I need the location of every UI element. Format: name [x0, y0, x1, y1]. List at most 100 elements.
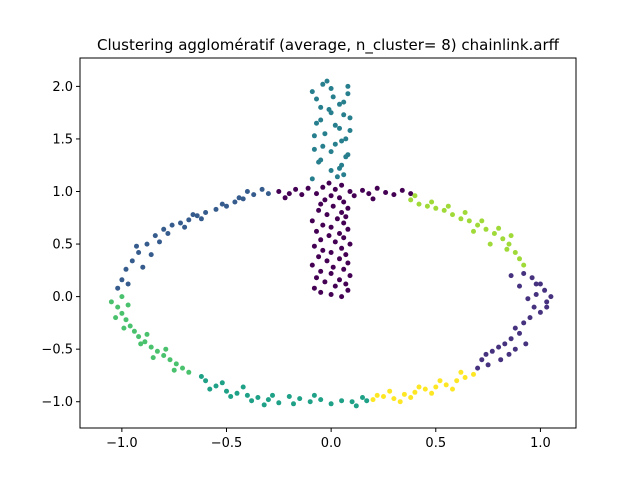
data-point-cluster-7	[433, 384, 439, 390]
data-point-cluster-7	[412, 389, 418, 395]
data-point-cluster-0	[366, 191, 372, 197]
data-point-cluster-0	[345, 205, 351, 211]
data-point-cluster-0	[314, 228, 319, 234]
data-point-cluster-3	[309, 176, 315, 182]
data-point-cluster-0	[332, 283, 338, 289]
data-point-cluster-3	[328, 168, 334, 173]
data-point-cluster-0	[318, 289, 324, 295]
data-point-cluster-2	[152, 233, 158, 239]
data-point-cluster-4	[213, 383, 219, 389]
data-point-cluster-0	[311, 285, 317, 291]
data-point-cluster-1	[537, 309, 543, 315]
data-point-cluster-1	[521, 320, 527, 326]
data-point-cluster-2	[115, 285, 121, 291]
x-tick-label: −1.0	[106, 436, 138, 451]
data-point-cluster-0	[320, 222, 326, 228]
data-point-cluster-7	[450, 386, 455, 392]
data-point-cluster-2	[213, 206, 219, 212]
data-point-cluster-5	[167, 357, 173, 363]
data-point-cluster-2	[182, 224, 188, 230]
data-point-cluster-5	[121, 325, 127, 331]
data-point-cluster-2	[136, 250, 142, 255]
data-point-cluster-0	[326, 180, 332, 186]
data-point-cluster-0	[328, 193, 334, 199]
data-point-cluster-1	[517, 283, 522, 289]
data-point-cluster-1	[517, 330, 522, 336]
data-point-cluster-0	[318, 201, 324, 207]
data-point-cluster-0	[314, 275, 319, 281]
data-point-cluster-0	[318, 237, 324, 243]
data-point-cluster-6	[506, 241, 512, 247]
data-point-cluster-1	[544, 304, 550, 310]
data-point-cluster-7	[454, 378, 460, 384]
data-point-cluster-2	[169, 222, 175, 228]
data-point-cluster-6	[487, 241, 493, 247]
data-point-cluster-5	[150, 355, 156, 361]
data-point-cluster-2	[129, 258, 135, 264]
data-point-cluster-3	[341, 172, 347, 178]
data-point-cluster-1	[529, 275, 535, 281]
data-point-cluster-6	[450, 212, 455, 218]
data-point-cluster-0	[316, 207, 322, 213]
data-point-cluster-0	[374, 185, 380, 191]
data-point-cluster-1	[525, 296, 531, 302]
data-point-cluster-1	[483, 351, 489, 357]
data-point-cluster-5	[161, 353, 167, 358]
data-point-cluster-0	[328, 271, 334, 276]
data-point-cluster-6	[462, 210, 468, 215]
data-point-cluster-0	[320, 247, 326, 253]
data-point-cluster-0	[328, 250, 334, 255]
data-point-cluster-6	[500, 236, 506, 242]
data-point-cluster-5	[125, 302, 131, 308]
data-point-cluster-4	[265, 397, 271, 403]
data-point-cluster-3	[345, 83, 351, 89]
data-point-cluster-0	[360, 187, 365, 193]
data-point-cluster-1	[537, 281, 543, 287]
data-point-cluster-0	[343, 281, 349, 287]
data-point-cluster-0	[341, 220, 347, 226]
data-point-cluster-4	[203, 378, 209, 384]
data-point-cluster-1	[506, 351, 512, 357]
data-point-cluster-6	[471, 228, 476, 234]
data-point-cluster-6	[508, 233, 514, 239]
data-point-cluster-0	[316, 254, 322, 260]
data-point-cluster-3	[320, 143, 326, 149]
data-point-cluster-0	[328, 224, 334, 230]
data-point-cluster-6	[424, 203, 430, 209]
data-point-cluster-0	[345, 287, 351, 293]
data-point-cluster-0	[328, 292, 334, 297]
data-point-cluster-0	[339, 210, 345, 215]
data-point-cluster-4	[270, 392, 275, 398]
data-point-cluster-5	[171, 367, 177, 373]
data-point-cluster-1	[542, 287, 548, 293]
data-point-cluster-7	[397, 399, 403, 405]
data-point-cluster-4	[353, 403, 359, 409]
data-point-cluster-3	[330, 94, 336, 100]
data-point-cluster-3	[328, 149, 334, 155]
data-point-cluster-7	[437, 378, 443, 384]
data-point-cluster-4	[307, 399, 313, 405]
data-point-cluster-3	[322, 131, 328, 137]
data-point-cluster-7	[443, 382, 449, 388]
y-tick-label: −0.5	[41, 343, 73, 358]
data-point-cluster-3	[332, 122, 338, 128]
data-point-cluster-2	[265, 191, 271, 197]
data-point-cluster-5	[173, 361, 179, 367]
data-point-cluster-4	[364, 398, 370, 404]
data-point-cluster-2	[148, 252, 154, 258]
data-point-cluster-0	[320, 184, 326, 190]
data-point-cluster-4	[244, 392, 250, 398]
data-point-cluster-3	[345, 91, 351, 97]
data-point-cluster-5	[138, 341, 144, 347]
data-point-cluster-0	[347, 273, 353, 279]
data-point-cluster-0	[305, 185, 311, 191]
data-point-cluster-2	[144, 241, 150, 247]
data-point-cluster-4	[339, 398, 345, 404]
data-point-cluster-0	[311, 243, 317, 249]
data-point-cluster-7	[401, 391, 407, 397]
data-point-cluster-2	[251, 192, 257, 198]
data-point-cluster-2	[236, 195, 242, 201]
data-point-cluster-0	[309, 262, 315, 268]
data-point-cluster-1	[544, 299, 550, 305]
data-point-cluster-4	[234, 390, 240, 396]
